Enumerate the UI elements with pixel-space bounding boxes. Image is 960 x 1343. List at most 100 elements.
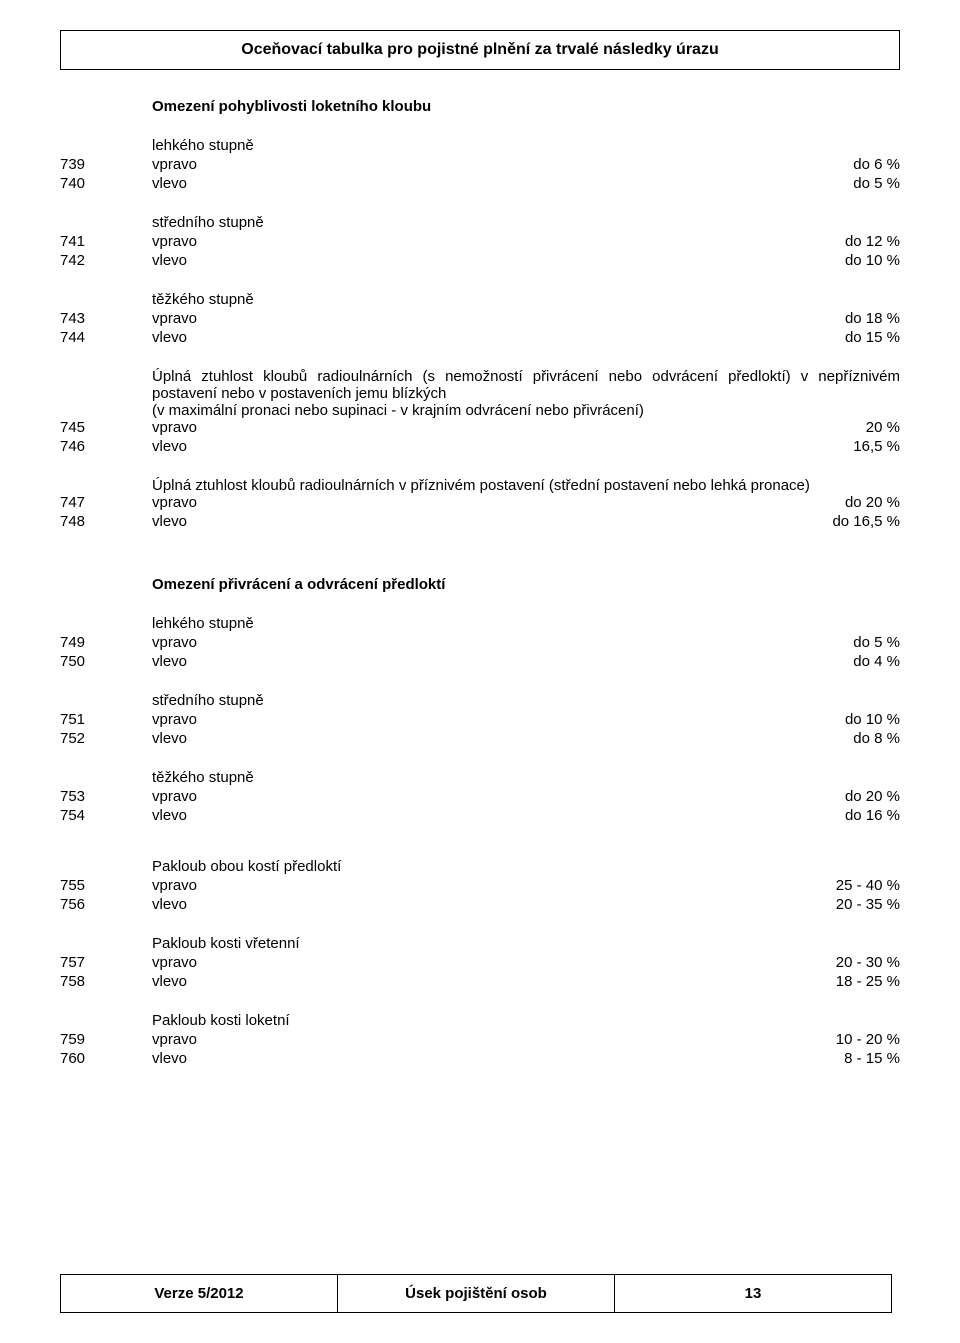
row-number: 745 bbox=[60, 419, 120, 436]
table-row: 752 vlevo do 8 % bbox=[60, 730, 900, 747]
group-label: Pakloub kosti loketní bbox=[152, 1012, 900, 1029]
table-row: 754 vlevo do 16 % bbox=[60, 807, 900, 824]
row-number: 743 bbox=[60, 310, 120, 327]
row-label: vpravo bbox=[152, 419, 780, 436]
group-label: středního stupně bbox=[152, 214, 900, 231]
table-row: 742 vlevo do 10 % bbox=[60, 252, 900, 269]
group-label: lehkého stupně bbox=[152, 615, 900, 632]
row-label: vpravo bbox=[152, 954, 780, 971]
row-label: vlevo bbox=[152, 896, 780, 913]
row-number: 747 bbox=[60, 494, 120, 511]
footer-page: 13 bbox=[615, 1275, 891, 1312]
row-number: 744 bbox=[60, 329, 120, 346]
table-row: 740 vlevo do 5 % bbox=[60, 175, 900, 192]
row-label: vlevo bbox=[152, 653, 780, 670]
footer: Verze 5/2012 Úsek pojištění osob 13 bbox=[60, 1274, 892, 1313]
row-number: 758 bbox=[60, 973, 120, 990]
row-label: vlevo bbox=[152, 973, 780, 990]
table-row: 746 vlevo 16,5 % bbox=[60, 438, 900, 455]
row-value: do 16,5 % bbox=[780, 513, 900, 530]
row-value: do 12 % bbox=[780, 233, 900, 250]
group-label: středního stupně bbox=[152, 692, 900, 709]
row-number: 759 bbox=[60, 1031, 120, 1048]
group-label: těžkého stupně bbox=[152, 769, 900, 786]
row-value: 20 % bbox=[780, 419, 900, 436]
row-label: vpravo bbox=[152, 877, 780, 894]
table-row: 741 vpravo do 12 % bbox=[60, 233, 900, 250]
row-value: do 6 % bbox=[780, 156, 900, 173]
row-value: do 10 % bbox=[780, 711, 900, 728]
row-value: 20 - 30 % bbox=[780, 954, 900, 971]
row-number: 760 bbox=[60, 1050, 120, 1067]
row-number: 739 bbox=[60, 156, 120, 173]
table-row: 747 vpravo do 20 % bbox=[60, 494, 900, 511]
row-number: 757 bbox=[60, 954, 120, 971]
row-number: 741 bbox=[60, 233, 120, 250]
group-label: Pakloub kosti vřetenní bbox=[152, 935, 900, 952]
row-value: do 5 % bbox=[780, 634, 900, 651]
section-heading-1: Omezení pohyblivosti loketního kloubu bbox=[152, 98, 900, 115]
row-value: do 5 % bbox=[780, 175, 900, 192]
table-row: 750 vlevo do 4 % bbox=[60, 653, 900, 670]
row-number: 755 bbox=[60, 877, 120, 894]
table-row: 739 vpravo do 6 % bbox=[60, 156, 900, 173]
row-value: do 10 % bbox=[780, 252, 900, 269]
table-row: 743 vpravo do 18 % bbox=[60, 310, 900, 327]
table-row: 749 vpravo do 5 % bbox=[60, 634, 900, 651]
row-number: 756 bbox=[60, 896, 120, 913]
table-row: 757 vpravo 20 - 30 % bbox=[60, 954, 900, 971]
row-label: vpravo bbox=[152, 310, 780, 327]
row-number: 753 bbox=[60, 788, 120, 805]
row-value: 20 - 35 % bbox=[780, 896, 900, 913]
page-title: Oceňovací tabulka pro pojistné plnění za… bbox=[61, 41, 899, 59]
table-row: 755 vpravo 25 - 40 % bbox=[60, 877, 900, 894]
row-value: 25 - 40 % bbox=[780, 877, 900, 894]
row-label: vpravo bbox=[152, 233, 780, 250]
row-label: vpravo bbox=[152, 711, 780, 728]
title-box: Oceňovací tabulka pro pojistné plnění za… bbox=[60, 30, 900, 70]
row-number: 746 bbox=[60, 438, 120, 455]
row-value: do 15 % bbox=[780, 329, 900, 346]
row-value: do 4 % bbox=[780, 653, 900, 670]
description-text: Úplná ztuhlost kloubů radioulnárních v p… bbox=[152, 477, 900, 494]
row-label: vlevo bbox=[152, 329, 780, 346]
row-number: 750 bbox=[60, 653, 120, 670]
row-label: vpravo bbox=[152, 156, 780, 173]
row-label: vlevo bbox=[152, 513, 780, 530]
section-heading-2: Omezení přivrácení a odvrácení předloktí bbox=[152, 576, 900, 593]
row-label: vlevo bbox=[152, 175, 780, 192]
row-number: 751 bbox=[60, 711, 120, 728]
row-number: 742 bbox=[60, 252, 120, 269]
footer-dept: Úsek pojištění osob bbox=[338, 1275, 615, 1312]
row-number: 740 bbox=[60, 175, 120, 192]
row-label: vpravo bbox=[152, 634, 780, 651]
row-number: 749 bbox=[60, 634, 120, 651]
row-label: vpravo bbox=[152, 1031, 780, 1048]
description-text: Úplná ztuhlost kloubů radioulnárních (s … bbox=[152, 368, 900, 402]
row-value: 8 - 15 % bbox=[780, 1050, 900, 1067]
row-value: do 18 % bbox=[780, 310, 900, 327]
row-number: 748 bbox=[60, 513, 120, 530]
description-text: (v maximální pronaci nebo supinaci - v k… bbox=[152, 402, 900, 419]
row-value: do 20 % bbox=[780, 788, 900, 805]
table-row: 760 vlevo 8 - 15 % bbox=[60, 1050, 900, 1067]
group-label: lehkého stupně bbox=[152, 137, 900, 154]
table-row: 753 vpravo do 20 % bbox=[60, 788, 900, 805]
row-label: vpravo bbox=[152, 494, 780, 511]
row-number: 752 bbox=[60, 730, 120, 747]
table-row: 744 vlevo do 15 % bbox=[60, 329, 900, 346]
row-number: 754 bbox=[60, 807, 120, 824]
table-row: 758 vlevo 18 - 25 % bbox=[60, 973, 900, 990]
row-value: 18 - 25 % bbox=[780, 973, 900, 990]
table-row: 745 vpravo 20 % bbox=[60, 419, 900, 436]
row-value: do 20 % bbox=[780, 494, 900, 511]
row-value: do 8 % bbox=[780, 730, 900, 747]
row-label: vlevo bbox=[152, 1050, 780, 1067]
table-row: 756 vlevo 20 - 35 % bbox=[60, 896, 900, 913]
table-row: 759 vpravo 10 - 20 % bbox=[60, 1031, 900, 1048]
row-label: vlevo bbox=[152, 252, 780, 269]
row-label: vlevo bbox=[152, 438, 780, 455]
row-value: 10 - 20 % bbox=[780, 1031, 900, 1048]
row-value: do 16 % bbox=[780, 807, 900, 824]
table-row: 751 vpravo do 10 % bbox=[60, 711, 900, 728]
